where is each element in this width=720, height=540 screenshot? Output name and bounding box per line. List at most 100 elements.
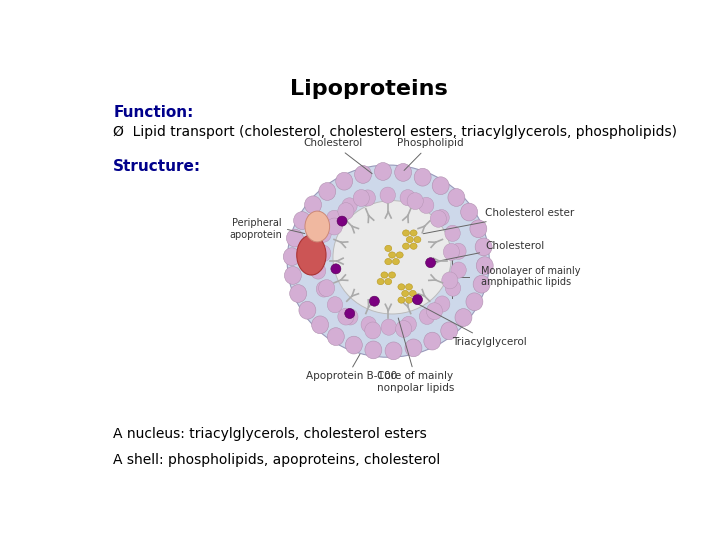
Ellipse shape <box>336 172 353 190</box>
Ellipse shape <box>398 284 405 290</box>
Text: Cholesterol: Cholesterol <box>433 241 544 262</box>
Text: Core of mainly
nonpolar lipids: Core of mainly nonpolar lipids <box>377 371 454 393</box>
Ellipse shape <box>342 198 357 214</box>
Ellipse shape <box>402 243 410 249</box>
Ellipse shape <box>405 284 413 290</box>
Ellipse shape <box>310 244 325 260</box>
Circle shape <box>369 296 379 306</box>
Ellipse shape <box>414 168 431 186</box>
Ellipse shape <box>445 280 461 296</box>
Ellipse shape <box>442 272 458 289</box>
Ellipse shape <box>360 190 375 206</box>
Ellipse shape <box>338 202 354 220</box>
Text: Ø  Lipid transport (cholesterol, cholesterol esters, triacylglycerols, phospholi: Ø Lipid transport (cholesterol, choleste… <box>113 125 678 139</box>
Text: Phospholipid: Phospholipid <box>397 138 464 171</box>
Circle shape <box>345 308 355 319</box>
Ellipse shape <box>381 319 397 335</box>
Ellipse shape <box>328 296 343 313</box>
Ellipse shape <box>476 256 493 274</box>
Ellipse shape <box>401 316 416 333</box>
Ellipse shape <box>461 203 477 221</box>
Text: A nucleus: triacylglycerols, cholesterol esters: A nucleus: triacylglycerols, cholesterol… <box>113 427 427 441</box>
Ellipse shape <box>384 259 392 265</box>
Ellipse shape <box>384 279 392 285</box>
Ellipse shape <box>377 279 384 285</box>
Ellipse shape <box>380 187 395 203</box>
Circle shape <box>337 216 347 226</box>
Ellipse shape <box>396 252 403 258</box>
Ellipse shape <box>354 166 372 184</box>
Ellipse shape <box>392 259 400 265</box>
Text: Peripheral
apoprotein: Peripheral apoprotein <box>229 218 282 240</box>
Circle shape <box>413 295 423 305</box>
Ellipse shape <box>297 235 326 275</box>
Ellipse shape <box>441 322 458 340</box>
Ellipse shape <box>310 263 325 279</box>
Ellipse shape <box>316 281 332 297</box>
Text: A shell: phospholipids, apoproteins, cholesterol: A shell: phospholipids, apoproteins, cho… <box>113 453 441 467</box>
Circle shape <box>331 264 341 274</box>
Ellipse shape <box>395 320 412 338</box>
Ellipse shape <box>384 245 392 252</box>
Ellipse shape <box>333 201 451 314</box>
Ellipse shape <box>328 328 344 346</box>
Ellipse shape <box>289 285 307 302</box>
Ellipse shape <box>426 303 443 320</box>
Ellipse shape <box>434 296 450 312</box>
Text: Lipoproteins: Lipoproteins <box>290 79 448 99</box>
Ellipse shape <box>294 212 310 230</box>
Ellipse shape <box>361 316 377 333</box>
Ellipse shape <box>338 308 354 325</box>
Ellipse shape <box>431 210 446 227</box>
Ellipse shape <box>381 272 388 278</box>
Ellipse shape <box>451 243 466 259</box>
Ellipse shape <box>305 211 330 242</box>
Ellipse shape <box>326 218 343 235</box>
Ellipse shape <box>374 163 392 180</box>
Ellipse shape <box>327 210 342 226</box>
Ellipse shape <box>448 188 465 206</box>
Ellipse shape <box>410 291 416 296</box>
Text: Triacylglycerol: Triacylglycerol <box>413 301 527 347</box>
Ellipse shape <box>398 297 405 303</box>
Text: Cholesterol: Cholesterol <box>303 138 372 174</box>
Ellipse shape <box>402 230 410 236</box>
Ellipse shape <box>365 322 381 339</box>
Ellipse shape <box>473 275 490 293</box>
Ellipse shape <box>316 226 331 242</box>
Ellipse shape <box>466 293 483 310</box>
Ellipse shape <box>451 262 467 278</box>
Ellipse shape <box>319 183 336 200</box>
Ellipse shape <box>470 220 487 238</box>
Ellipse shape <box>299 301 316 319</box>
Ellipse shape <box>432 177 449 194</box>
Ellipse shape <box>407 193 423 210</box>
Ellipse shape <box>402 291 409 296</box>
Ellipse shape <box>283 248 300 266</box>
Ellipse shape <box>395 164 412 181</box>
Ellipse shape <box>305 196 322 214</box>
Ellipse shape <box>405 297 413 303</box>
Ellipse shape <box>445 225 460 241</box>
Ellipse shape <box>418 197 434 213</box>
Ellipse shape <box>406 237 413 242</box>
Ellipse shape <box>419 308 435 325</box>
Ellipse shape <box>455 309 472 326</box>
Ellipse shape <box>400 190 415 206</box>
Ellipse shape <box>287 165 490 357</box>
Ellipse shape <box>444 244 459 260</box>
Text: Function:: Function: <box>113 105 194 120</box>
Ellipse shape <box>284 267 302 284</box>
Text: Apoprotein B-100: Apoprotein B-100 <box>306 371 397 381</box>
Circle shape <box>426 258 436 268</box>
Ellipse shape <box>475 238 492 256</box>
Text: Structure:: Structure: <box>113 159 202 174</box>
Ellipse shape <box>414 237 421 242</box>
Ellipse shape <box>424 332 441 350</box>
Ellipse shape <box>365 341 382 359</box>
Ellipse shape <box>385 342 402 360</box>
Text: Cholesterol ester: Cholesterol ester <box>423 208 575 234</box>
Ellipse shape <box>315 245 331 262</box>
Ellipse shape <box>346 336 362 354</box>
Ellipse shape <box>434 210 449 226</box>
